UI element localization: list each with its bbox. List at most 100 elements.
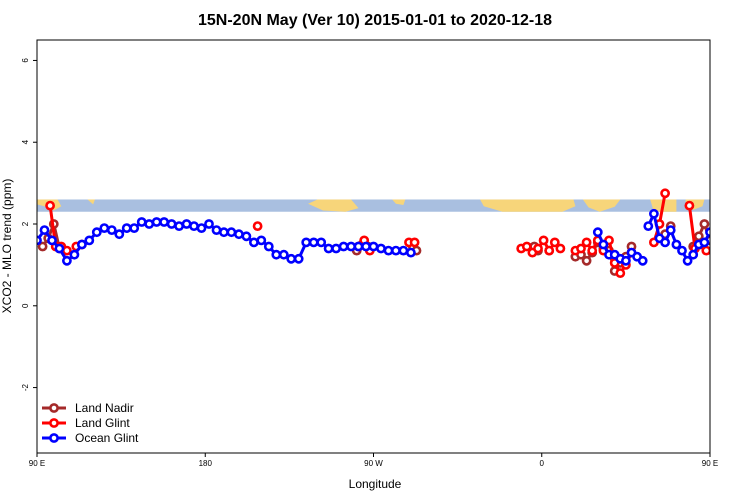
data-point [637,255,648,266]
data-point [598,239,609,250]
data-point [196,223,207,233]
data-point [376,243,386,254]
x-tick-label: 90 E [702,459,718,468]
land-shape [392,199,406,205]
x-tick-label: 90 E [29,459,45,468]
data-point [84,235,95,246]
data-point [151,217,162,227]
series-layer [37,188,750,278]
data-point [62,245,72,256]
data-point [544,245,555,256]
data-point [278,249,289,260]
legend-label: Land Nadir [75,401,134,415]
land-shape [87,199,95,205]
data-point [684,200,695,211]
data-point [555,243,566,254]
data-point [45,200,55,211]
data-point [136,217,147,227]
y-tick-label: 0 [21,303,30,308]
data-point [37,241,48,252]
data-point [592,227,603,238]
data-point [405,247,416,258]
data-point [729,231,736,238]
y-tick-label: 6 [21,58,30,63]
data-point [665,225,676,235]
data-point [353,241,364,252]
data-point [218,227,229,238]
series-ocean-glint [37,208,750,266]
data-point [323,243,334,254]
data-point [660,237,670,248]
data-point [368,241,379,252]
data-point [166,219,177,229]
data-point [106,225,117,235]
data-point [361,241,371,252]
data-point [77,239,87,250]
data-point [615,268,626,278]
legend-label: Land Glint [75,416,130,430]
legend-swatch-marker [49,433,59,443]
series-line [646,212,710,263]
data-point [39,225,50,235]
legend-label: Ocean Glint [75,431,139,445]
data-point [263,241,274,252]
data-point [682,255,693,266]
data-point [256,235,267,246]
legend-item: Land Nadir [42,401,134,415]
data-point [226,227,237,238]
data-point [538,235,549,246]
data-point [121,223,132,233]
legend-swatch-marker [49,418,59,428]
chart-title: 15N-20N May (Ver 10) 2015-01-01 to 2020-… [198,12,552,29]
data-point [671,239,682,250]
data-point [549,237,560,248]
data-point [660,188,670,199]
data-point [409,237,420,248]
land-shape [480,199,576,212]
data-point [723,243,730,250]
land-shape [582,199,621,212]
data-point [129,223,140,233]
data-point [533,243,543,254]
data-point [233,229,244,240]
data-point [99,223,110,233]
data-point [174,221,184,231]
x-axis: 90 E 180 90 W 0 90 E [29,453,718,468]
data-point [581,255,592,266]
data-point [54,243,65,254]
data-point [688,249,699,260]
data-point [587,245,598,256]
data-point [91,227,102,238]
x-tick-label: 90 W [364,459,383,468]
data-point [718,245,725,252]
x-axis-label: Longitude [349,477,402,491]
data-point [301,237,312,248]
y-tick-label: 2 [21,221,30,226]
data-point [316,237,327,248]
data-point [204,219,214,229]
data-point [398,245,409,256]
map-strip [37,199,710,212]
data-point [699,237,710,248]
data-point [114,229,125,240]
data-point [252,221,263,231]
data-point [701,245,710,256]
data-point [744,225,750,232]
data-point [189,221,199,231]
data-point [293,253,304,264]
data-point [621,255,631,266]
data-point [705,227,710,238]
data-point [159,217,169,227]
legend-swatch-marker [49,403,59,413]
data-point [714,225,721,232]
data-point [721,227,728,234]
data-point [643,221,654,231]
y-axis-label: XCO2 - MLO trend (ppm) [0,179,14,314]
data-point [271,249,282,260]
data-point [576,243,586,254]
series-line [716,247,727,251]
data-point [521,241,532,252]
y-tick-label: -2 [21,383,30,391]
data-point [331,243,341,254]
